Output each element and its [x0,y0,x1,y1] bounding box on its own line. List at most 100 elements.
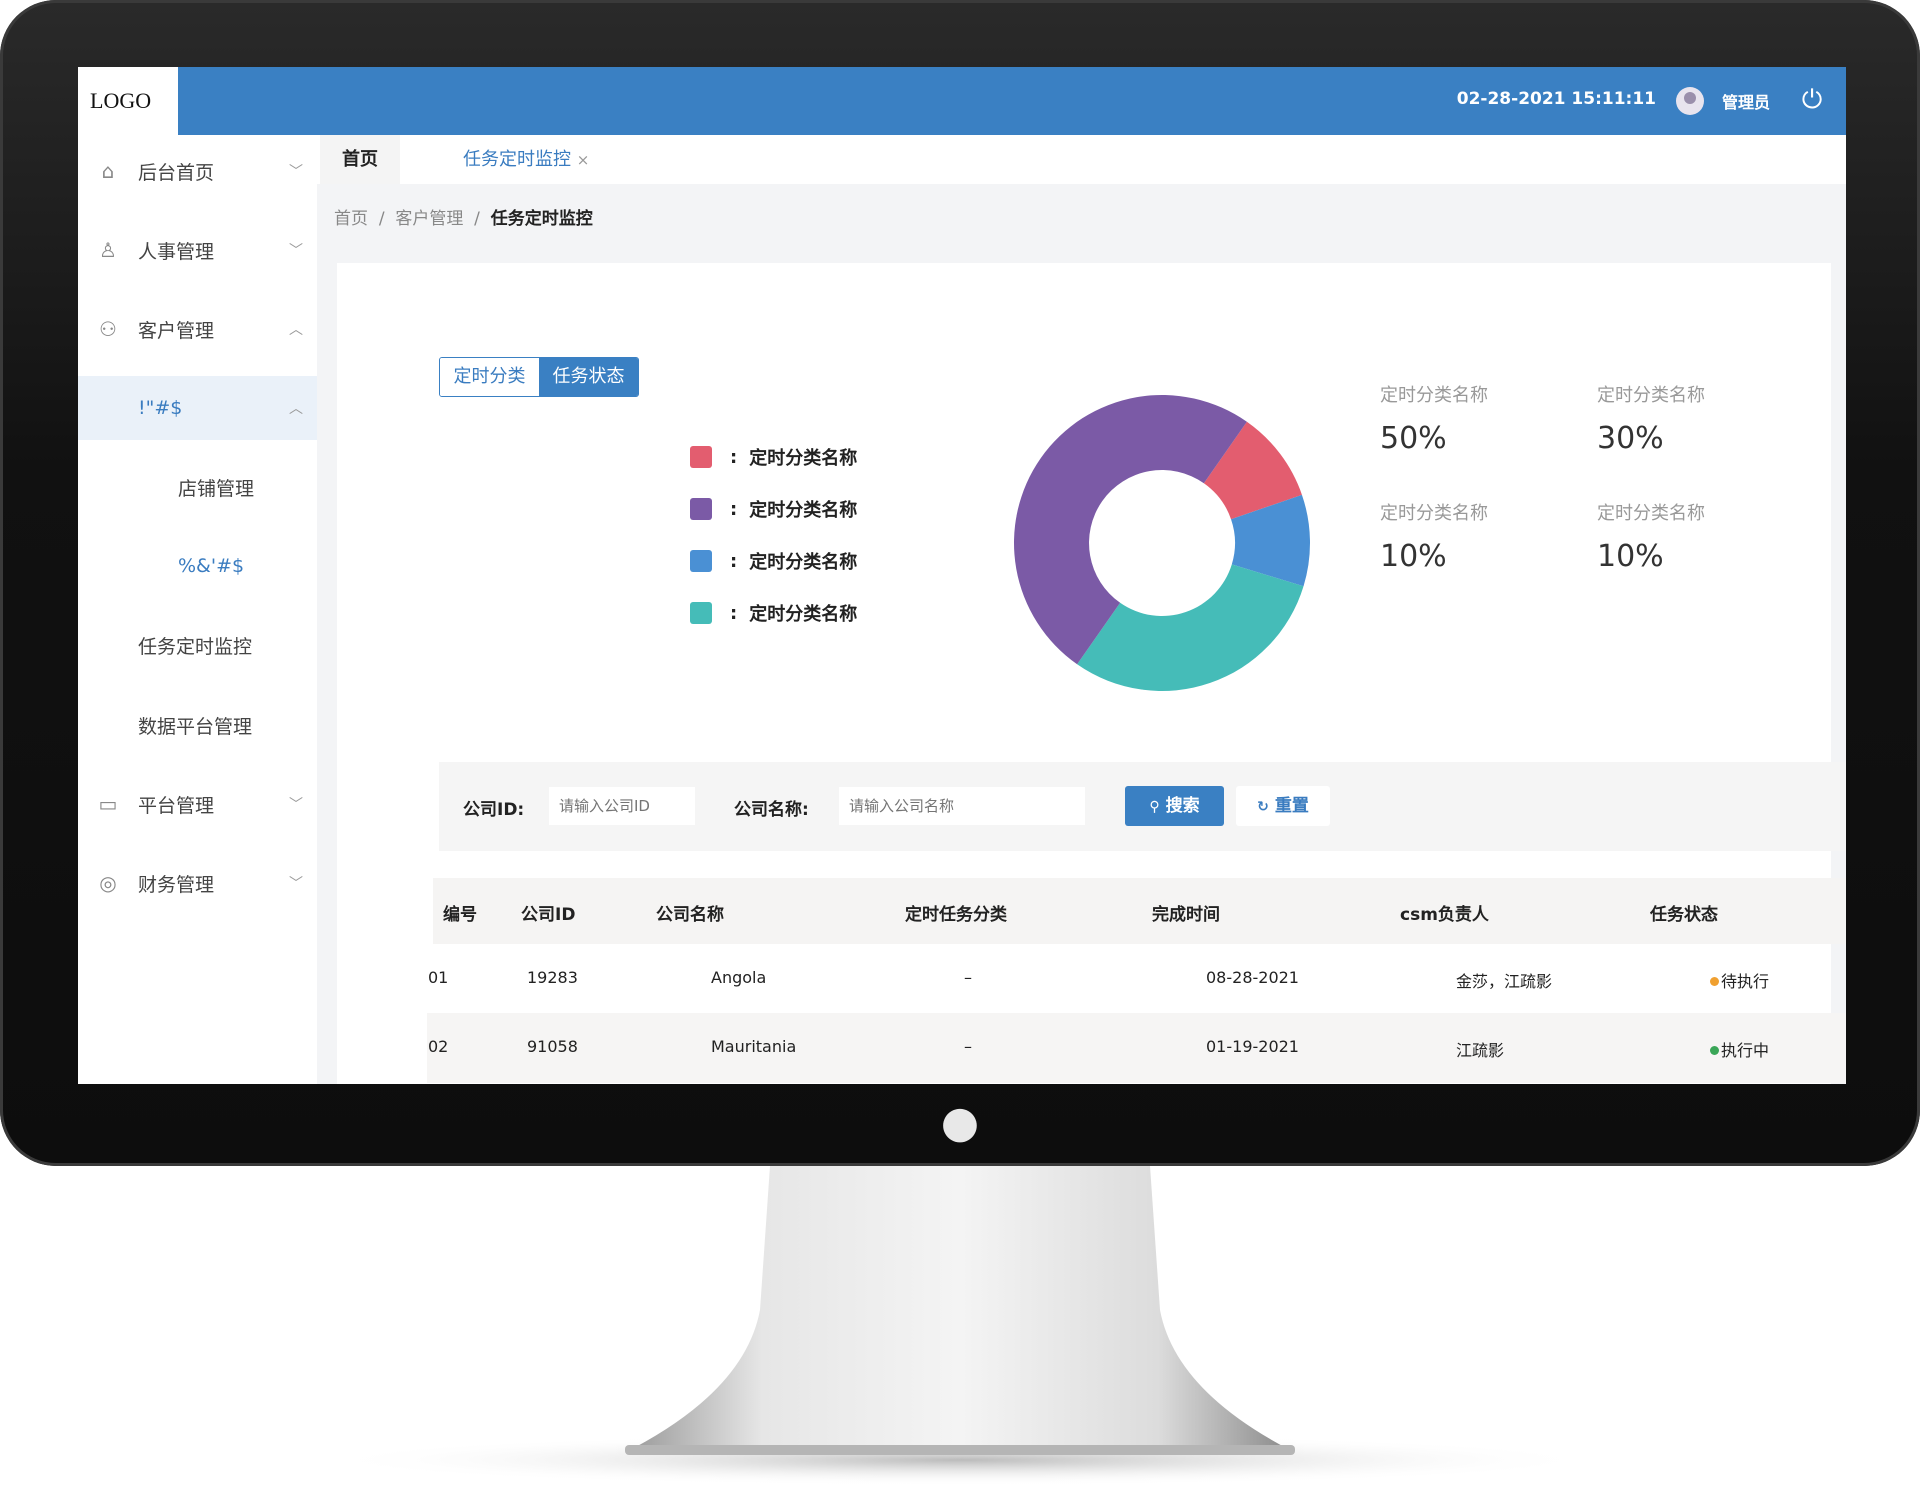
breadcrumb-customer[interactable]: 客户管理 [395,209,464,229]
status-text: 待执行 [1721,972,1770,991]
sidebar-item[interactable]: ▭ 平台管理 ﹀ [78,772,317,836]
legend-colon: : [730,550,738,572]
table-row[interactable]: 0319283Yemen–02-27-2021高圆圆任务异常 [427,1082,1846,1084]
cell-name: Angola [711,968,767,987]
sidebar-item[interactable]: ⚇ 客户管理 ︿ [78,297,317,361]
legend-label: 定时分类名称 [749,604,858,625]
stat-label: 定时分类名称 [1597,385,1705,406]
sidebar-item-label: 店铺管理 [178,477,255,500]
sidebar-item[interactable]: !"#$ ︿ [78,376,317,440]
column-header[interactable]: 完成时间 [1152,905,1220,925]
monitor-stand [320,1166,1600,1486]
sidebar-item-label: !"#$ [138,397,183,419]
table-row[interactable]: 02 91058 Mauritania – 01-19-2021 江疏影 执行中 [427,1013,1846,1083]
segment-control: 定时分类 任务状态 [439,357,639,397]
status-dot [1710,1046,1719,1055]
cell-name: Mauritania [711,1037,797,1056]
breadcrumb-sep: / [378,209,385,229]
finance-icon: ◎ [99,871,117,895]
tab-task-monitor[interactable]: 任务定时监控 × [441,135,612,184]
datetime: 02-28-2021 15:11:11 [1456,89,1656,109]
legend-label: 定时分类名称 [749,448,858,469]
top-header: LOGO 02-28-2021 15:11:11 管理员 ⏻ [78,67,1846,135]
power-icon[interactable]: ⏻ [1801,85,1823,115]
sidebar-item[interactable]: ⌂ 后台首页 ﹀ [78,139,317,203]
legend-item: : 定时分类名称 [690,600,857,626]
sidebar-item[interactable]: 数据平台管理 [78,693,317,757]
user-name[interactable]: 管理员 [1721,93,1770,112]
legend-item: : 定时分类名称 [690,548,857,574]
close-icon[interactable]: × [576,151,590,169]
legend-swatch [690,498,712,520]
cell-id: 91058 [527,1037,578,1056]
company-name-input[interactable] [839,787,1085,825]
avatar[interactable] [1676,87,1704,115]
chevron-down-icon: ﹀ [289,876,303,892]
cell-cat: – [964,968,972,987]
table-row[interactable]: 01 19283 Angola – 08-28-2021 金莎，江疏影 待执行 [427,944,1846,1014]
cell-no: 02 [428,1037,449,1056]
search-icon: ⚲ [1149,799,1160,815]
donut-slice[interactable] [1203,421,1302,520]
donut-slice[interactable] [1077,564,1304,691]
legend-label: 定时分类名称 [749,552,858,573]
chevron-up-icon: ︿ [289,322,303,338]
stat-label: 定时分类名称 [1597,503,1705,524]
tab-home[interactable]: 首页 [320,135,400,184]
legend-item: : 定时分类名称 [690,496,857,522]
stat-item: 定时分类名称 50% [1380,381,1488,456]
chevron-down-icon: ﹀ [289,164,303,180]
legend-swatch [690,550,712,572]
chevron-down-icon: ﹀ [289,243,303,259]
legend-swatch [690,446,712,468]
monitor-icon: ▭ [98,792,118,816]
sidebar-item[interactable]: 任务定时监控 [78,613,317,677]
sidebar-item-label: 客户管理 [138,319,215,342]
column-header[interactable]: 公司名称 [656,905,724,925]
search-button-label: 搜索 [1165,796,1200,816]
sidebar-item[interactable]: ♙ 人事管理 ﹀ [78,218,317,282]
logo[interactable]: LOGO [78,67,178,135]
chevron-down-icon: ﹀ [289,797,303,813]
sidebar-item-label: 人事管理 [138,240,215,263]
column-header[interactable]: 定时任务分类 [905,905,1007,925]
search-button[interactable]: ⚲ 搜索 [1125,786,1224,826]
donut-slice[interactable] [1014,395,1247,665]
sidebar-item[interactable]: ◎ 财务管理 ﹀ [78,851,317,915]
donut-chart [1014,395,1310,691]
column-header[interactable]: 公司ID [521,905,576,925]
stat-value: 10% [1380,539,1447,574]
reset-button-label: 重置 [1274,796,1309,816]
column-header[interactable]: 编号 [443,905,477,925]
sidebar-item-label: 后台首页 [138,161,215,184]
search-bar: 公司ID: 公司名称: ⚲ 搜索 ↻ 重置 [439,762,1846,851]
breadcrumb: 首页 / 客户管理 / 任务定时监控 [334,204,593,229]
breadcrumb-home[interactable]: 首页 [334,209,368,229]
status-dot [1710,977,1719,986]
cell-time: 01-19-2021 [1206,1037,1299,1056]
stat-value: 30% [1597,421,1664,456]
segment-timing-category[interactable]: 定时分类 [440,358,539,396]
company-name-label: 公司名称: [734,800,809,820]
screen: LOGO 02-28-2021 15:11:11 管理员 ⏻ ⌂ 后台首页 ﹀ ♙ 人事… [78,67,1846,1084]
donut-slice[interactable] [1231,494,1310,587]
tab-bar: 首页 任务定时监控 × [317,135,1846,184]
stat-item: 定时分类名称 10% [1380,499,1488,574]
cell-cat: – [964,1037,972,1056]
stat-value: 10% [1597,539,1664,574]
segment-task-status[interactable]: 任务状态 [539,358,638,396]
sidebar-item[interactable]: %&'#$ [78,534,317,598]
sidebar-item[interactable]: 店铺管理 [78,455,317,519]
sidebar: ⌂ 后台首页 ﹀ ♙ 人事管理 ﹀ ⚇ 客户管理 ︿ !"#$ ︿ 店铺管理 %&'#$ 任务定时监控 数据… [78,135,317,1084]
stat-value: 50% [1380,421,1447,456]
status-text: 执行中 [1721,1041,1770,1060]
column-header[interactable]: csm负责人 [1400,905,1489,925]
reset-button[interactable]: ↻ 重置 [1236,786,1330,826]
users-icon: ⚇ [99,317,117,341]
home-icon: ⌂ [101,159,115,183]
legend-swatch [690,602,712,624]
column-header[interactable]: 任务状态 [1650,905,1718,925]
company-id-input[interactable] [549,787,695,825]
breadcrumb-current: 任务定时监控 [490,209,593,229]
cell-time: 08-28-2021 [1206,968,1299,987]
